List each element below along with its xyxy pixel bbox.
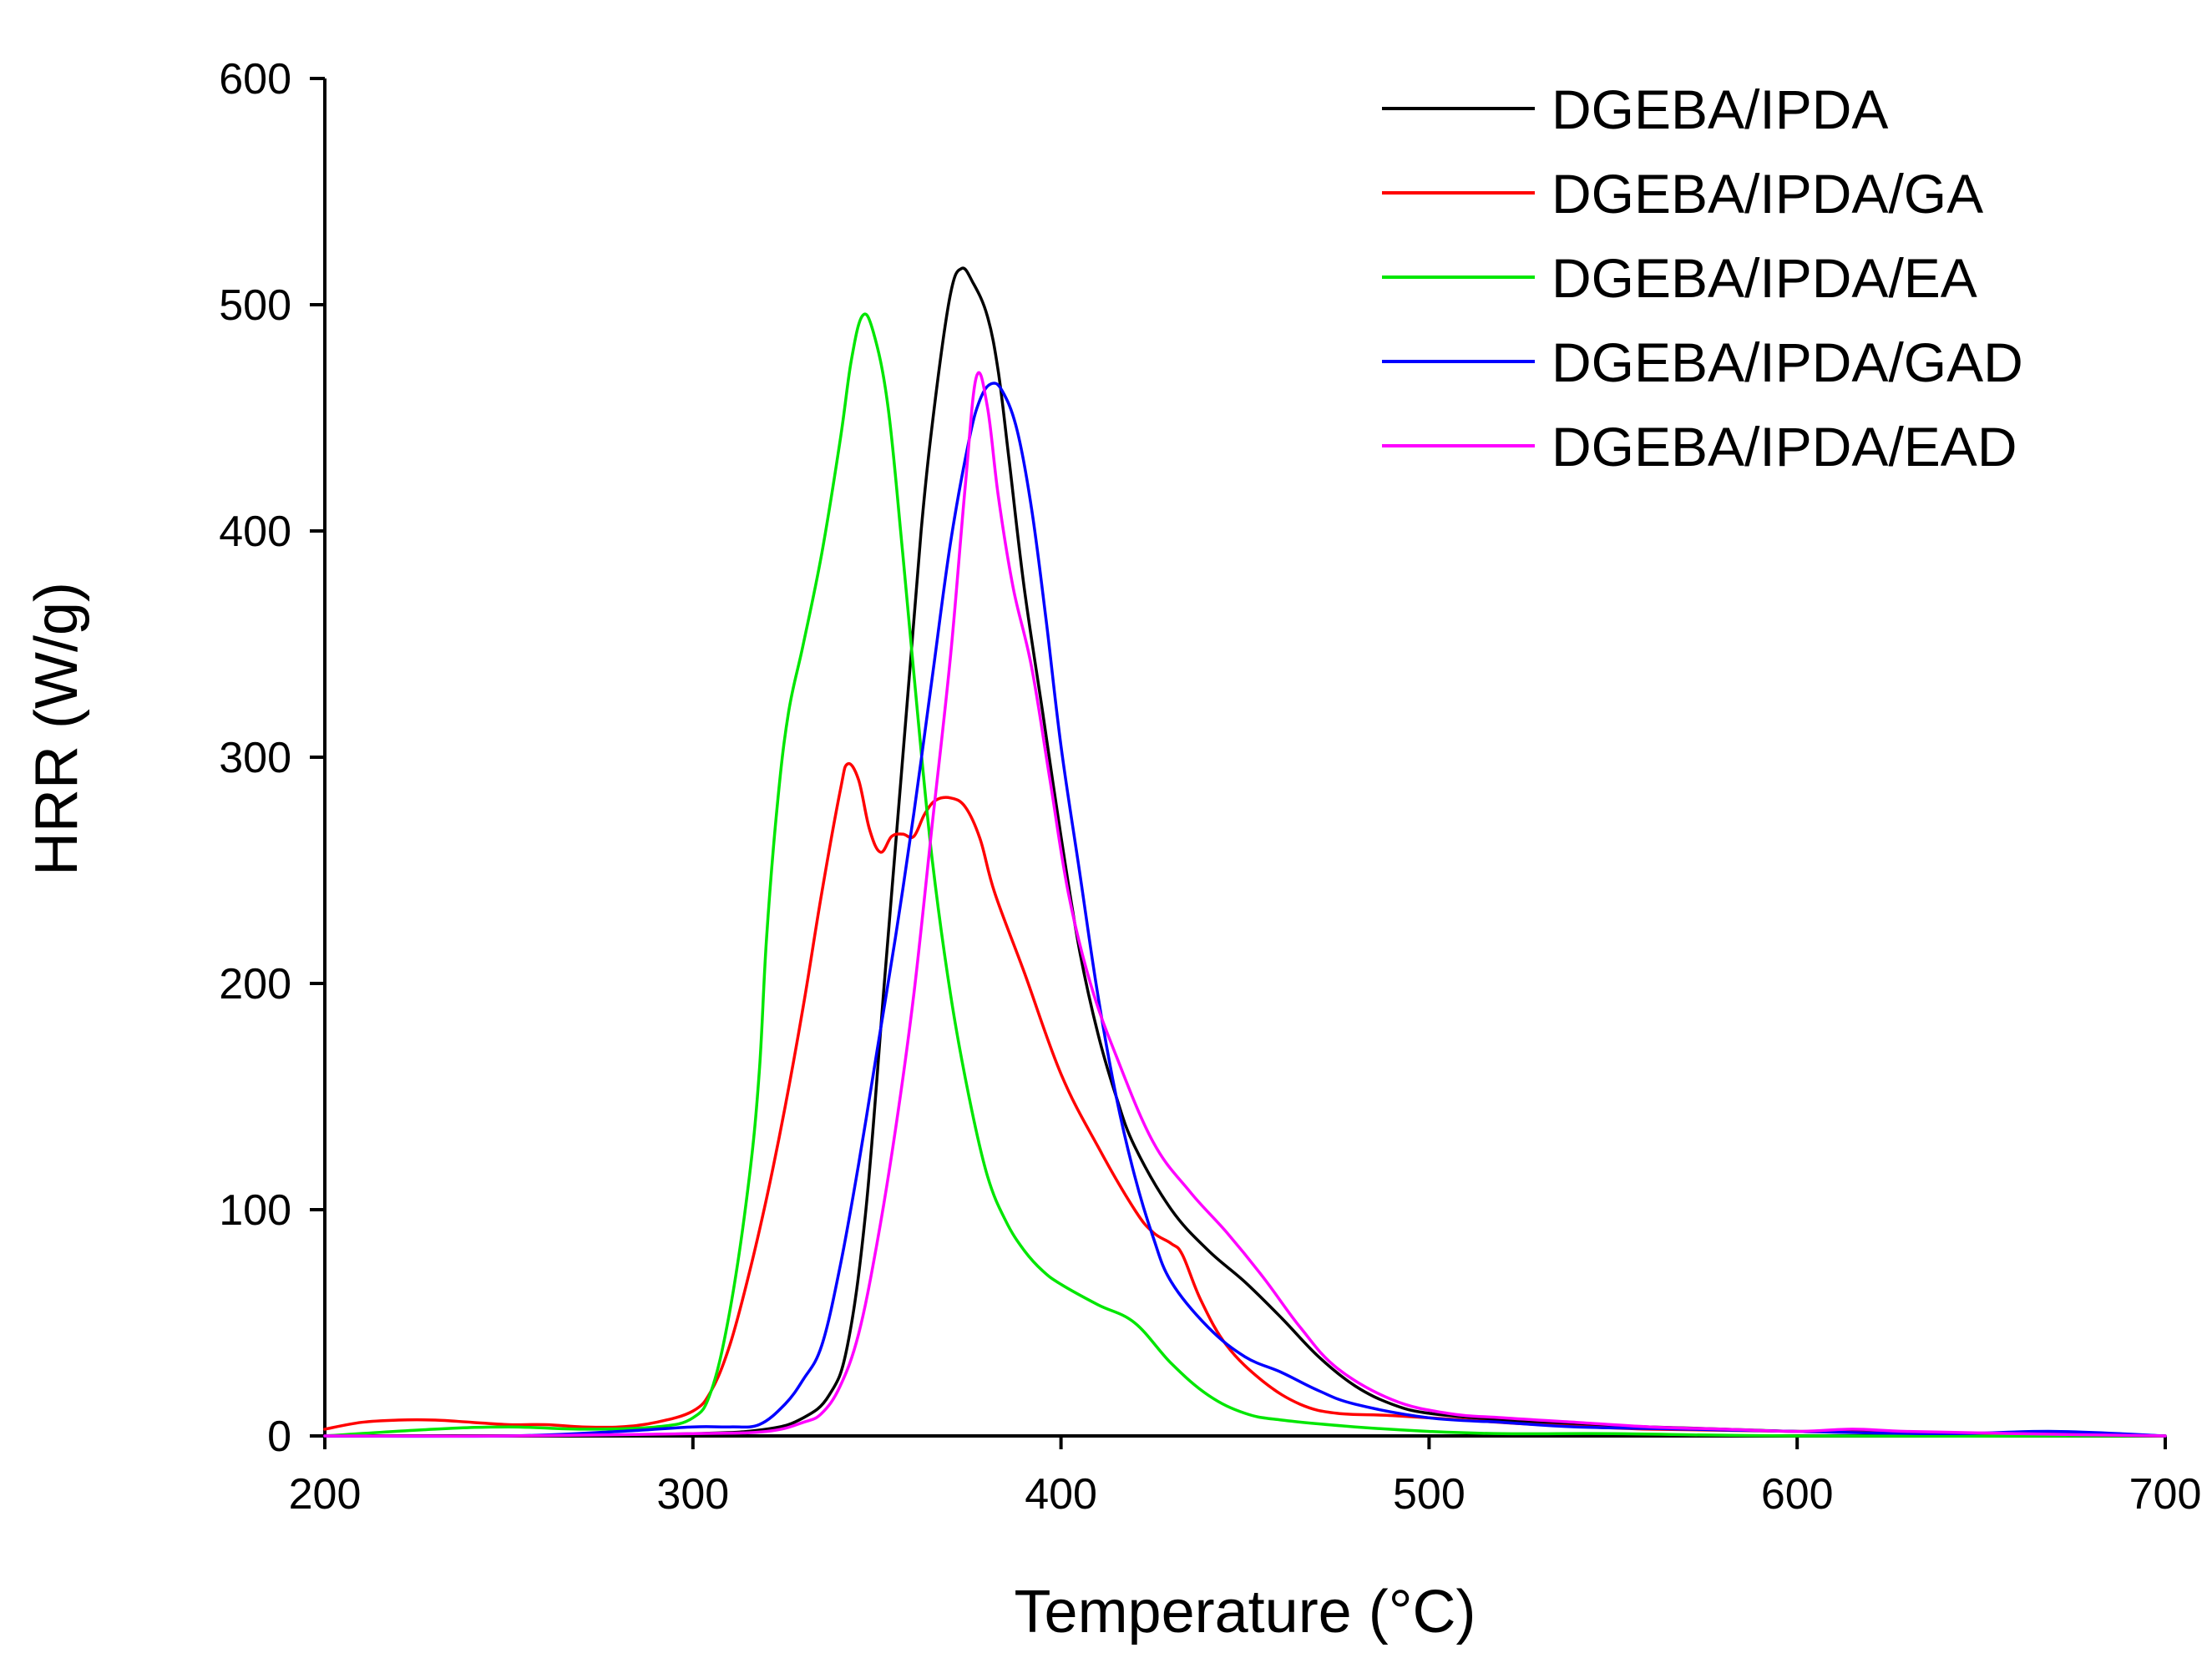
series-lines	[323, 266, 2167, 1438]
x-tick-label: 600	[1761, 1470, 1834, 1519]
series-line-dgeba-ipda-ga	[323, 761, 2167, 1438]
legend: DGEBA/IPDA DGEBA/IPDA/GA DGEBA/IPDA/EA DGEB…	[1382, 78, 2023, 478]
series-line-dgeba-ipda-ea	[323, 312, 2167, 1438]
y-tick-label: 600	[219, 55, 291, 104]
y-tick-label: 300	[219, 734, 291, 782]
x-tick-label: 500	[1393, 1470, 1465, 1519]
legend-label-dgeba-ipda-ga: DGEBA/IPDA/GA	[1551, 163, 1983, 225]
series-line-dgeba-ipda-ead	[323, 371, 2167, 1438]
x-tick-label: 700	[2129, 1470, 2202, 1519]
x-tick-label: 400	[1025, 1470, 1097, 1519]
series-line-dgeba-ipda	[323, 266, 2167, 1438]
y-tick-label: 0	[267, 1413, 291, 1461]
y-tick-label: 200	[219, 960, 291, 1008]
legend-label-dgeba-ipda-ea: DGEBA/IPDA/EA	[1551, 247, 1977, 309]
y-axis-ticks: 0 100 200 300 400 500 600	[219, 55, 325, 1461]
x-tick-label: 300	[656, 1470, 729, 1519]
y-axis-title: HRR (W/g)	[23, 582, 90, 876]
legend-label-dgeba-ipda: DGEBA/IPDA	[1551, 78, 1888, 140]
series-line-dgeba-ipda-gad	[323, 382, 2167, 1438]
y-tick-label: 100	[219, 1186, 291, 1235]
x-tick-label: 200	[289, 1470, 362, 1519]
legend-label-dgeba-ipda-ead: DGEBA/IPDA/EAD	[1551, 416, 2017, 478]
x-axis-title: Temperature (°C)	[1015, 1579, 1476, 1645]
y-tick-label: 500	[219, 281, 291, 330]
legend-label-dgeba-ipda-gad: DGEBA/IPDA/GAD	[1551, 331, 2023, 393]
x-axis-ticks: 200 300 400 500 600 700	[289, 1436, 2202, 1519]
y-tick-label: 400	[219, 508, 291, 556]
